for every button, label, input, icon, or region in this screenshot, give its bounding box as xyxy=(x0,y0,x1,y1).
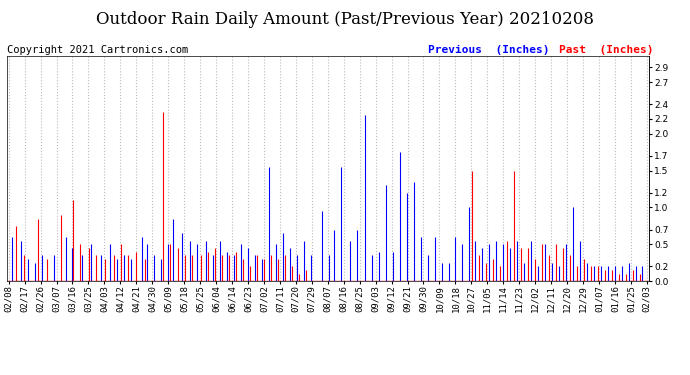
Text: Past  (Inches): Past (Inches) xyxy=(559,45,653,55)
Text: Outdoor Rain Daily Amount (Past/Previous Year) 20210208: Outdoor Rain Daily Amount (Past/Previous… xyxy=(96,11,594,28)
Text: Copyright 2021 Cartronics.com: Copyright 2021 Cartronics.com xyxy=(7,45,188,55)
Text: Previous  (Inches): Previous (Inches) xyxy=(428,45,549,55)
